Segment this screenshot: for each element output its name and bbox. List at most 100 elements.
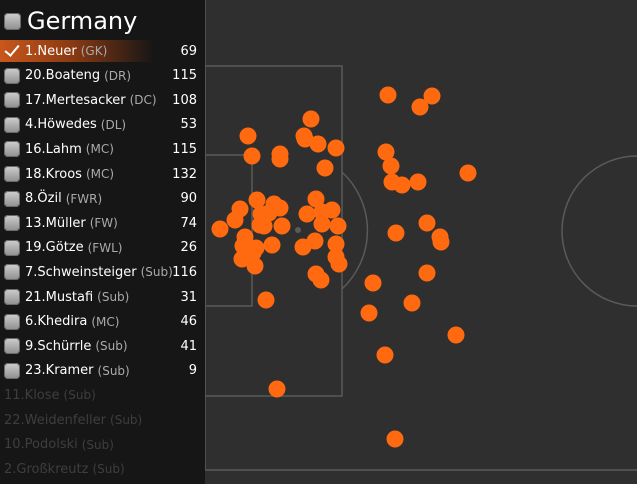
player-row[interactable]: 10.Podolski (Sub) xyxy=(0,434,205,456)
touch-count: 132 xyxy=(172,166,197,182)
touch-count: 115 xyxy=(172,141,197,157)
player-row[interactable]: 20.Boateng (DR) 115 xyxy=(0,65,205,87)
player-row[interactable]: 18.Kroos (MC) 132 xyxy=(0,163,205,185)
player-position: (DL) xyxy=(100,117,127,132)
player-row[interactable]: 13.Müller (FW) 74 xyxy=(0,212,205,234)
touch-dot xyxy=(459,164,477,182)
touch-dot xyxy=(329,217,347,235)
touch-dot xyxy=(418,264,436,282)
player-position: (MC) xyxy=(85,142,114,157)
player-name: 18.Kroos xyxy=(25,166,82,182)
touch-dot xyxy=(273,217,291,235)
team-name: Germany xyxy=(27,7,138,35)
player-checkbox[interactable] xyxy=(4,43,20,59)
player-name: 2.Großkreutz xyxy=(4,461,89,477)
player-row[interactable]: 19.Götze (FWL) 26 xyxy=(0,237,205,259)
player-position: (MC) xyxy=(91,314,120,329)
player-position: (Sub) xyxy=(63,388,96,403)
touch-dot xyxy=(302,110,320,128)
player-name: 7.Schweinsteiger xyxy=(25,264,137,280)
player-checkbox[interactable] xyxy=(4,289,20,305)
penalty-arc xyxy=(341,171,369,290)
touch-dot xyxy=(246,257,264,275)
player-checkbox[interactable] xyxy=(4,116,20,133)
player-checkbox[interactable] xyxy=(4,92,20,109)
touch-dot xyxy=(309,135,327,153)
player-row[interactable]: 2.Großkreutz (Sub) xyxy=(0,458,205,480)
touch-dot xyxy=(263,236,281,254)
player-name: 1.Neuer xyxy=(25,43,77,59)
penalty-spot xyxy=(295,227,301,233)
player-row[interactable]: 22.Weidenfeller (Sub) xyxy=(0,409,205,431)
team-checkbox[interactable] xyxy=(4,12,21,30)
touch-dot xyxy=(360,304,378,322)
player-checkbox[interactable] xyxy=(4,264,20,281)
touch-dot xyxy=(327,235,345,253)
player-position: (MC) xyxy=(85,167,115,181)
player-position: (Sub) xyxy=(92,462,125,477)
player-position: (Sub) xyxy=(95,339,128,354)
player-row[interactable]: 21.Mustafi (Sub) 31 xyxy=(0,286,205,308)
touch-dot xyxy=(376,346,394,364)
touch-count: 116 xyxy=(172,264,197,280)
player-checkbox[interactable] xyxy=(4,166,20,182)
touch-dot xyxy=(268,380,286,398)
touch-dot xyxy=(383,173,401,191)
player-name: 8.Özil xyxy=(25,191,62,207)
touch-dot xyxy=(226,211,244,229)
touch-dot xyxy=(327,248,345,266)
touch-count: 41 xyxy=(180,338,197,354)
touch-dot xyxy=(386,430,404,448)
player-name: 9.Schürrle xyxy=(25,338,92,354)
player-row[interactable]: 7.Schweinsteiger (Sub) 116 xyxy=(0,261,205,283)
touch-dot xyxy=(296,130,314,148)
player-checkbox[interactable] xyxy=(4,67,20,84)
touch-dot xyxy=(239,127,257,145)
player-checkbox[interactable] xyxy=(4,190,20,207)
six-yard-box xyxy=(205,154,253,307)
player-row[interactable]: 11.Klose (Sub) xyxy=(0,384,205,406)
touch-dot xyxy=(306,232,324,250)
player-position: (Sub) xyxy=(110,413,143,427)
touch-count: 74 xyxy=(180,215,197,231)
player-checkbox[interactable] xyxy=(4,239,20,256)
touch-count: 9 xyxy=(188,363,197,379)
player-checkbox[interactable] xyxy=(4,338,20,355)
player-name: 10.Podolski xyxy=(4,437,78,453)
touch-dot xyxy=(418,214,436,232)
player-checkbox[interactable] xyxy=(4,313,20,330)
player-name: 6.Khedira xyxy=(25,314,88,330)
player-checkbox[interactable] xyxy=(4,362,20,379)
touch-dot xyxy=(313,215,331,233)
player-row[interactable]: 16.Lahm (MC) 115 xyxy=(0,138,205,160)
touch-dot xyxy=(323,201,341,219)
player-position: (FWL) xyxy=(87,240,123,255)
player-row[interactable]: 9.Schürrle (Sub) 41 xyxy=(0,335,205,357)
touch-dot xyxy=(251,216,269,234)
touch-count: 108 xyxy=(172,92,197,108)
player-position: (GK) xyxy=(80,44,108,58)
touch-count: 69 xyxy=(180,43,197,59)
player-row[interactable]: 17.Mertesacker (DC) 108 xyxy=(0,89,205,111)
player-name: 13.Müller xyxy=(25,215,86,231)
player-row[interactable]: 1.Neuer (GK) 69 xyxy=(0,40,205,62)
touch-dot xyxy=(298,205,316,223)
team-header[interactable]: Germany xyxy=(4,6,137,36)
touch-dot xyxy=(271,199,289,217)
player-checkbox[interactable] xyxy=(4,215,20,232)
touch-dots xyxy=(211,86,477,448)
player-row[interactable]: 8.Özil (FWR) 90 xyxy=(0,188,205,210)
player-checkbox[interactable] xyxy=(4,141,20,158)
player-list-panel: Germany 1.Neuer (GK) 69 20.Boateng (DR) 115 17… xyxy=(0,0,205,484)
player-name: 23.Kramer xyxy=(25,363,94,379)
touch-dot xyxy=(243,147,261,165)
player-row[interactable]: 4.Höwedes (DL) 53 xyxy=(0,114,205,136)
touch-dot xyxy=(248,191,266,209)
pitch-map xyxy=(205,0,637,471)
touch-dot xyxy=(447,326,465,344)
player-row[interactable]: 23.Kramer (Sub) 9 xyxy=(0,360,205,382)
player-row[interactable]: 6.Khedira (MC) 46 xyxy=(0,311,205,333)
center-circle xyxy=(561,155,637,307)
player-name: 22.Weidenfeller xyxy=(4,412,107,428)
player-position: (FW) xyxy=(89,216,118,231)
